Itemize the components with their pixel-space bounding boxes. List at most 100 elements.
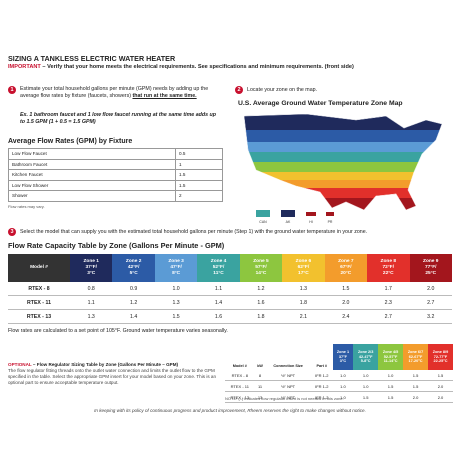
regulator-cell: 1.5 (378, 391, 404, 403)
zone-header: Zone 3 47°F/8°C (154, 254, 198, 282)
flow-row: Bathroom Faucet 1 (8, 158, 223, 170)
gpm-value: 1.3 (282, 282, 325, 296)
flow-row: Kitchen Faucet 1.5 (8, 169, 223, 181)
optional-label: OPTIONAL (8, 362, 32, 367)
inset-can (256, 210, 270, 217)
gpm-value: 2.0 (324, 295, 368, 310)
step3-text: Select the model that can supply you wit… (20, 229, 368, 235)
gpm-value: 1.2 (112, 295, 155, 310)
capacity-row: RTEX - 13 1.3 1.4 1.5 1.6 1.8 2.1 2.4 2.7 3.2 (8, 309, 452, 324)
regulator-cell: ½" NPT (265, 391, 311, 403)
flow-table-title: Average Flow Rates (GPM) by Fixture (8, 138, 133, 145)
zone-c: 5°C (129, 270, 138, 276)
zone-name: Zone 4/5 (382, 350, 399, 355)
zone-name: Zone 2 (125, 259, 142, 265)
capacity-table: Model # Zone 1 37°F/3°C Zone 2 42°F/5°C Zone … (8, 254, 452, 324)
gpm-value: 1.0 (154, 282, 198, 296)
step1-emphasis: that run at the same time. (132, 92, 197, 99)
footer: In keeping with its policy of continuous… (94, 408, 366, 413)
regulator-col: kW (257, 364, 263, 369)
zone-c: 8°C (172, 270, 181, 276)
gpm-value: 1.7 (367, 282, 410, 296)
model: RTEX - 13 (225, 391, 255, 403)
flow-value: 0.5 (175, 148, 223, 160)
regulator-cell: 1.0 (378, 370, 404, 381)
regulator-note: NOTE: (–) indicates flow regulator inser… (225, 396, 344, 401)
step1-body: Estimate your total household gallons pe… (20, 86, 209, 99)
regulator-cell: ½" NPT (265, 380, 311, 392)
zone-c: 3°C (87, 270, 96, 276)
flow-value: 1.5 (175, 179, 223, 191)
regulator-cell: 1.0 (332, 370, 354, 381)
zone-header: Zone 2/3 42-47°F 5-8°C (353, 344, 379, 370)
regulator-cell: 1.0 (332, 391, 354, 403)
regulator-col: Part # (316, 364, 328, 369)
zone-f: 52°F/ (212, 265, 225, 270)
fixture: Low Flow Faucet (8, 148, 176, 160)
capacity-row: RTEX - 8 0.8 0.9 1.0 1.1 1.2 1.3 1.5 1.7 2.0 (8, 282, 452, 296)
capacity-row: RTEX - 11 1.1 1.2 1.3 1.4 1.6 1.8 2.0 2.3 2.7 (8, 295, 452, 310)
zone-f: 47°F/ (170, 265, 182, 270)
zone-header: Zone 7 67°F/20°C (324, 254, 368, 282)
zone-header: Zone 4/5 52-57°F 11-14°C (378, 344, 404, 370)
zone-map: CAN AK HI PR (244, 114, 442, 224)
gpm-value: 2.7 (409, 295, 452, 310)
regulator-cell: IFR 1-2 (310, 380, 333, 392)
gpm-value: 3.2 (409, 309, 452, 324)
title: SIZING A TANKLESS ELECTRIC WATER HEATER (8, 54, 176, 63)
gpm-value: 1.5 (324, 282, 368, 296)
zone-c: 22-25°C (433, 359, 448, 364)
step-number: 3 (8, 228, 16, 236)
gpm-value: 2.4 (324, 309, 368, 324)
zone-header: Zone 6 62°F/17°C (282, 254, 325, 282)
zone-f: 67°F/ (340, 265, 352, 270)
gpm-value: 1.2 (239, 282, 283, 296)
map-label: PR (328, 220, 333, 224)
gpm-value: 1.1 (197, 282, 240, 296)
optional-block: OPTIONAL – Flow Regulator Sizing Table b… (8, 362, 218, 386)
zone-c: 3°C (339, 359, 347, 364)
gpm-value: 1.5 (154, 309, 198, 324)
gpm-value: 1.6 (197, 309, 240, 324)
step2-text: Locate your zone on the map. (247, 87, 318, 93)
inset-pr (326, 212, 334, 216)
map-label: CAN (259, 220, 267, 224)
zone-c: 5-8°C (360, 359, 371, 364)
zone-name: Zone 3 (168, 259, 184, 265)
regulator-row: RTEX - 11 11 ½" NPT IFR 1-2 1.0 1.0 1.5 1.5 2.0 (225, 380, 453, 392)
step1-text: Estimate your total household gallons pe… (20, 86, 225, 100)
zone-header: Zone 1 37°F/3°C (70, 254, 113, 282)
regulator-cell: 1.5 (378, 380, 404, 392)
model: RTEX - 11 (225, 380, 255, 392)
model: RTEX - 8 (225, 370, 255, 381)
optional-heading: OPTIONAL – Flow Regulator Sizing Table b… (8, 362, 218, 368)
zone-f: 52-57°F (383, 354, 398, 359)
regulator-cell: 2.0 (427, 380, 453, 392)
zone-header: Zone 5 57°F/14°C (239, 254, 283, 282)
step-number: 2 (235, 86, 243, 94)
map-label: HI (309, 220, 313, 224)
zone-name: Zone 4 (210, 259, 227, 265)
flow-table-block: Average Flow Rates (GPM) by Fixture Low … (8, 138, 223, 209)
zone-f: 62-67°F (408, 354, 423, 359)
flow-row: Low Flow Shower 1.5 (8, 179, 223, 191)
zone-name: Zone 8/9 (432, 350, 449, 355)
zone-f: 37°F/ (85, 265, 97, 270)
map-labels: CAN AK HI PR (259, 220, 333, 224)
gpm-value: 1.3 (70, 309, 113, 324)
model: RTEX - 8 (8, 282, 70, 296)
capacity-title: Flow Rate Capacity Table by Zone (Gallon… (8, 241, 225, 250)
zone-c: 11-14°C (383, 359, 398, 364)
flow-note: Flow rates may vary. (8, 203, 45, 209)
gpm-value: 1.3 (154, 295, 198, 310)
gpm-value: 0.8 (70, 282, 113, 296)
zone-f: 72°F/ (382, 265, 395, 270)
zone-c: 25°C (425, 270, 437, 276)
regulator-cell: 1.5 (427, 370, 453, 381)
gpm-value: 1.4 (112, 309, 155, 324)
zone-f: 57°F/ (255, 265, 267, 270)
regulator-cell: 1.5 (403, 370, 428, 381)
zone-f: 72-77°F (433, 354, 448, 359)
